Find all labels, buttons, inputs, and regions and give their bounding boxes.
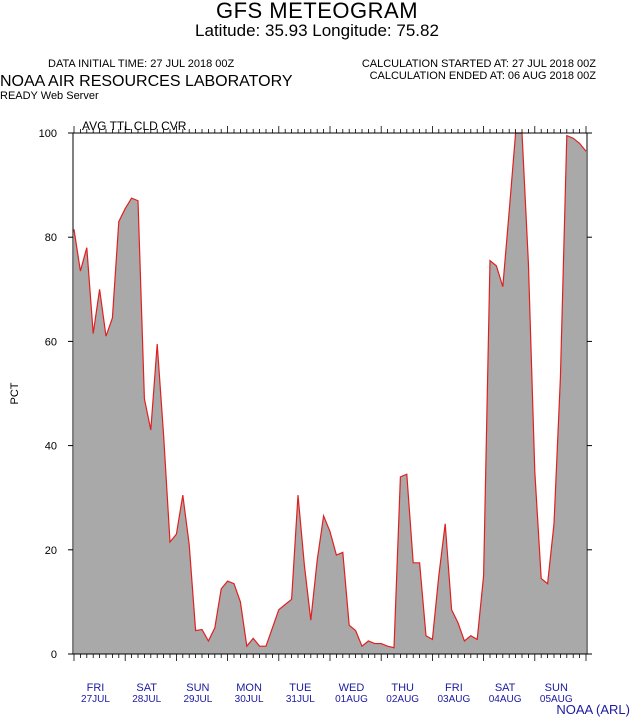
x-date-label: 02AUG bbox=[386, 694, 419, 705]
x-day-label: FRI bbox=[445, 682, 463, 694]
calculation-ended: CALCULATION ENDED AT: 06 AUG 2018 00Z bbox=[369, 70, 596, 82]
x-date-label: 01AUG bbox=[335, 694, 368, 705]
cloud-cover-line bbox=[73, 132, 587, 649]
y-tick-label-40: 40 bbox=[45, 441, 57, 453]
x-day-label: THU bbox=[391, 682, 414, 694]
y-tick-label-0: 0 bbox=[51, 649, 57, 661]
x-day-label: MON bbox=[236, 682, 262, 694]
y-tick-label-100: 100 bbox=[39, 128, 57, 140]
x-date-label: 04AUG bbox=[489, 694, 522, 705]
x-day-label: SAT bbox=[136, 682, 157, 694]
y-tick-label-20: 20 bbox=[45, 545, 57, 557]
x-date-label: 30JUL bbox=[235, 694, 264, 705]
x-date-label: 31JUL bbox=[286, 694, 315, 705]
x-date-label: 28JUL bbox=[132, 694, 161, 705]
x-day-label: SAT bbox=[495, 682, 516, 694]
x-date-label: 05AUG bbox=[540, 694, 573, 705]
server-name: READY Web Server bbox=[0, 90, 99, 102]
lab-name: NOAA AIR RESOURCES LABORATORY bbox=[0, 73, 293, 90]
y-tick-label-60: 60 bbox=[45, 336, 57, 348]
calculation-started: CALCULATION STARTED AT: 27 JUL 2018 00Z bbox=[361, 58, 596, 70]
y-axis-label: PCT bbox=[9, 382, 21, 404]
x-date-label: 29JUL bbox=[183, 694, 212, 705]
data-initial-time: DATA INITIAL TIME: 27 JUL 2018 00Z bbox=[48, 58, 235, 70]
y-tick-label-80: 80 bbox=[45, 232, 57, 244]
location-subtitle: Latitude: 35.93 Longitude: 75.82 bbox=[195, 21, 439, 40]
chart-title: GFS METEOGRAM bbox=[215, 0, 419, 23]
x-day-label: WED bbox=[339, 682, 365, 694]
credit-label: NOAA (ARL) bbox=[556, 702, 630, 717]
cloud-cover-area bbox=[74, 133, 586, 654]
x-day-label: TUE bbox=[289, 682, 311, 694]
x-day-label: SUN bbox=[186, 682, 209, 694]
x-day-label: SUN bbox=[545, 682, 568, 694]
panel-title: AVG TTL CLD CVR bbox=[82, 119, 187, 133]
x-date-label: 03AUG bbox=[438, 694, 471, 705]
x-day-label: FRI bbox=[87, 682, 105, 694]
x-date-label: 27JUL bbox=[81, 694, 110, 705]
